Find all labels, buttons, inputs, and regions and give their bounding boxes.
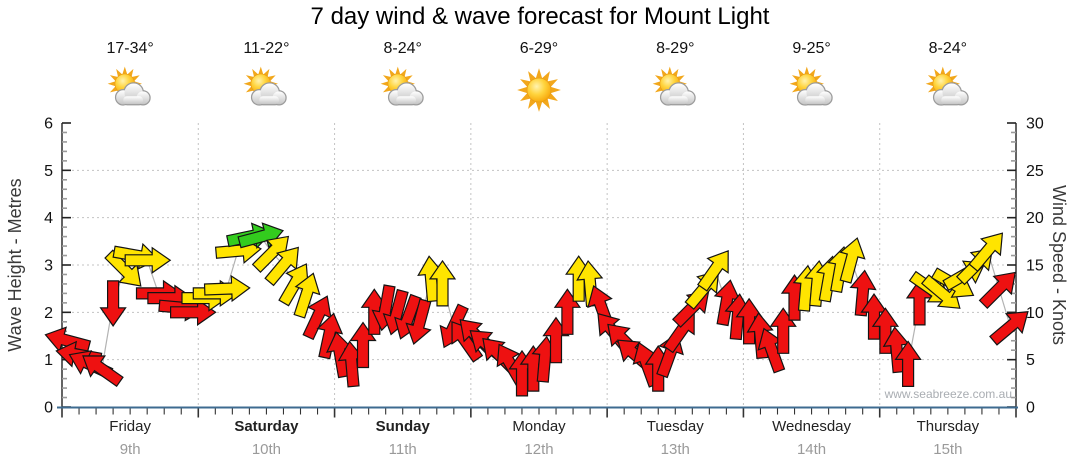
wind-arrow <box>735 297 763 345</box>
watermark: www.seabreeze.com.au <box>884 387 1012 401</box>
wind-arrow <box>82 355 124 388</box>
sun-cloud-icon <box>377 63 429 115</box>
day-label: Saturday <box>234 418 299 435</box>
wind-arrow <box>713 279 741 327</box>
wind-arrow <box>968 232 1004 273</box>
day-label: Thursday <box>916 418 980 435</box>
left-tick-label: 1 <box>44 352 53 369</box>
date-label: 9th <box>119 441 141 458</box>
left-tick-label: 5 <box>44 163 53 180</box>
temperature-range: 8-29° <box>656 40 695 57</box>
page-title: 7 day wind & wave forecast for Mount Lig… <box>310 3 770 30</box>
temperature-range: 11-22° <box>243 40 290 57</box>
temperature-range: 8-24° <box>383 40 422 57</box>
right-tick-label: 30 <box>1026 116 1044 133</box>
date-label: 15th <box>933 441 963 458</box>
wind-arrow <box>44 326 92 353</box>
left-tick-label: 2 <box>44 305 53 322</box>
wind-arrow <box>99 280 127 327</box>
wind-arrow <box>405 298 432 346</box>
wind-arrow <box>316 312 344 360</box>
sun-icon <box>513 63 565 115</box>
left-tick-label: 0 <box>44 400 53 417</box>
right-tick-label: 10 <box>1026 305 1044 322</box>
date-label: 13th <box>660 441 690 458</box>
day-label: Friday <box>109 418 151 435</box>
wind-arrow <box>839 237 866 284</box>
wind-arrow <box>124 246 172 274</box>
sun-cloud-icon <box>240 63 292 115</box>
wind-arrow <box>251 235 290 273</box>
sun-cloud-icon <box>922 63 974 115</box>
temperature-range: 8-24° <box>928 40 968 57</box>
day-label: Monday <box>512 418 566 435</box>
right-tick-label: 0 <box>1026 400 1035 417</box>
date-label: 10th <box>251 441 282 458</box>
left-tick-label: 4 <box>44 210 53 227</box>
wind-arrow <box>203 274 251 303</box>
wind-arrow <box>302 295 332 341</box>
sun-cloud-icon <box>649 63 701 115</box>
right-tick-label: 20 <box>1026 210 1044 227</box>
day-label: Tuesday <box>646 418 704 435</box>
wind-arrow <box>894 340 922 387</box>
wind-arrow <box>278 263 309 307</box>
wind-arrow <box>920 274 961 309</box>
wind-arrow <box>293 272 321 319</box>
sun-cloud-icon <box>786 63 838 115</box>
wind-arrow <box>978 271 1017 309</box>
wind-arrow <box>264 246 299 287</box>
date-label: 11th <box>388 441 417 458</box>
right-tick-label: 25 <box>1026 163 1044 180</box>
right-tick-label: 5 <box>1026 352 1035 369</box>
day-label: Sunday <box>375 418 430 435</box>
wind-arrow <box>989 311 1029 346</box>
left-tick-label: 6 <box>44 116 53 133</box>
sun-cloud-icon <box>104 63 156 115</box>
temperature-range: 6-29° <box>519 40 559 57</box>
wind-arrow <box>104 249 142 287</box>
wind-arrow <box>697 249 729 292</box>
date-label: 14th <box>796 441 827 458</box>
temperature-range: 17-34° <box>106 40 154 57</box>
date-label: 12th <box>524 441 554 458</box>
right-tick-label: 15 <box>1026 258 1044 275</box>
wind-arrow <box>428 259 457 307</box>
left-tick-label: 3 <box>44 258 53 275</box>
temperature-range: 9-25° <box>792 40 831 57</box>
day-label: Wednesday <box>772 418 852 435</box>
wind-arrow <box>170 298 217 326</box>
